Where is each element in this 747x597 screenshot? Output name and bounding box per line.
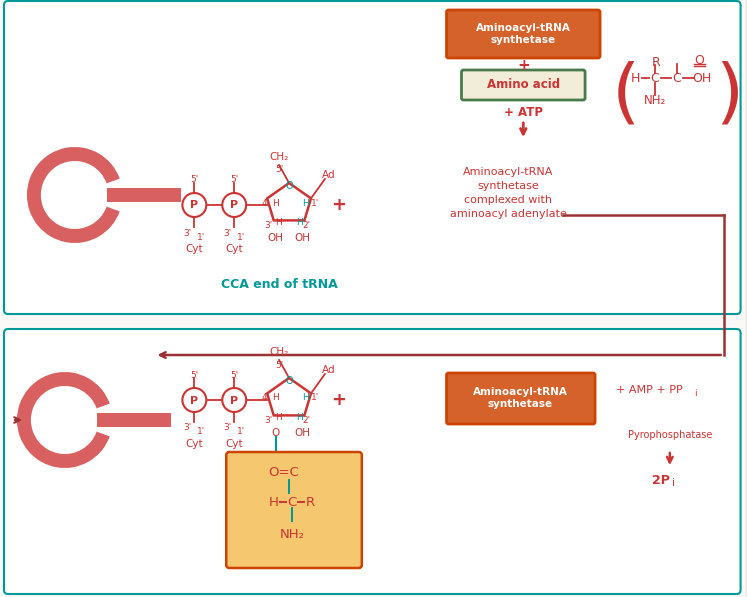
FancyBboxPatch shape (4, 329, 740, 594)
Text: 3': 3' (223, 423, 232, 432)
Text: C: C (672, 72, 681, 85)
FancyBboxPatch shape (226, 452, 362, 568)
Text: 2': 2' (303, 221, 311, 230)
Text: 4': 4' (261, 198, 269, 208)
Text: H: H (272, 393, 279, 402)
Text: OH: OH (267, 233, 284, 244)
Text: 5': 5' (230, 176, 238, 184)
Text: 5': 5' (190, 371, 199, 380)
FancyBboxPatch shape (447, 373, 595, 424)
Text: Cyt: Cyt (226, 244, 243, 254)
Text: O: O (272, 429, 280, 438)
Bar (107, 188, 182, 202)
Text: i: i (694, 389, 696, 398)
Text: 1': 1' (311, 198, 319, 208)
Text: H: H (303, 198, 309, 208)
Text: H: H (272, 198, 279, 208)
Text: 4': 4' (261, 393, 269, 402)
Text: 3': 3' (264, 416, 273, 425)
Text: O: O (285, 376, 293, 386)
Text: 3': 3' (183, 423, 191, 432)
Text: Amino acid: Amino acid (487, 78, 560, 91)
Text: + ATP: + ATP (503, 106, 543, 118)
Text: Cyt: Cyt (185, 439, 203, 449)
Text: P: P (230, 201, 238, 211)
Text: CCA end of tRNA: CCA end of tRNA (220, 278, 338, 291)
Text: Aminoacyl-tRNA
synthetase: Aminoacyl-tRNA synthetase (476, 23, 571, 45)
Text: H: H (276, 218, 282, 227)
FancyBboxPatch shape (4, 1, 740, 314)
Text: 1': 1' (237, 427, 245, 436)
Bar (96, 413, 172, 427)
Text: R: R (651, 56, 660, 69)
Text: H: H (296, 218, 303, 227)
Text: 3': 3' (183, 229, 191, 238)
Text: O: O (285, 181, 293, 191)
Circle shape (182, 388, 206, 412)
Text: 5': 5' (190, 176, 199, 184)
Text: 3': 3' (223, 229, 232, 238)
Wedge shape (27, 147, 120, 243)
Text: i: i (672, 478, 675, 488)
Text: NH₂: NH₂ (279, 528, 305, 541)
Text: Ad: Ad (322, 365, 335, 375)
Text: 5': 5' (230, 371, 238, 380)
Wedge shape (17, 372, 110, 468)
Text: H: H (303, 393, 309, 402)
Text: H: H (631, 72, 641, 85)
Text: Cyt: Cyt (185, 244, 203, 254)
Text: (: ( (612, 60, 640, 130)
Circle shape (182, 193, 206, 217)
Text: Cyt: Cyt (226, 439, 243, 449)
Text: CH₂: CH₂ (270, 152, 288, 162)
Text: 1': 1' (197, 427, 205, 436)
Text: 2P: 2P (652, 473, 670, 487)
Text: 3': 3' (264, 221, 273, 230)
Text: O=C: O=C (269, 466, 300, 479)
Text: CH₂: CH₂ (270, 347, 288, 357)
Text: 1': 1' (311, 393, 319, 402)
Circle shape (223, 388, 247, 412)
Text: 2': 2' (303, 416, 311, 425)
Text: Aminoacyl-tRNA
synthetase
complexed with
aminoacyl adenylate: Aminoacyl-tRNA synthetase complexed with… (450, 167, 567, 219)
Text: OH: OH (294, 429, 311, 438)
Text: H: H (269, 496, 279, 509)
Circle shape (223, 193, 247, 217)
Text: H: H (276, 413, 282, 422)
Text: R: R (306, 496, 314, 509)
Text: +: + (517, 59, 530, 73)
Text: P: P (190, 201, 199, 211)
Text: OH: OH (294, 233, 311, 244)
Text: + AMP + PP: + AMP + PP (616, 385, 683, 395)
Text: Aminoacyl-tRNA
synthetase: Aminoacyl-tRNA synthetase (473, 387, 568, 409)
Text: NH₂: NH₂ (644, 94, 666, 107)
Text: +: + (332, 391, 347, 409)
Text: O: O (694, 54, 704, 66)
Text: 5': 5' (275, 165, 283, 174)
Text: OH: OH (692, 72, 711, 85)
Text: 1': 1' (237, 232, 245, 242)
Text: H: H (296, 413, 303, 422)
Text: P: P (190, 395, 199, 405)
Text: ): ) (716, 60, 744, 130)
Text: 5': 5' (275, 361, 283, 370)
FancyBboxPatch shape (447, 10, 600, 58)
FancyBboxPatch shape (462, 70, 585, 100)
Text: C: C (651, 72, 660, 85)
Text: +: + (332, 196, 347, 214)
Text: 1': 1' (197, 232, 205, 242)
Text: C: C (288, 496, 297, 509)
Text: Ad: Ad (322, 170, 335, 180)
Text: Pyrophosphatase: Pyrophosphatase (627, 430, 712, 440)
Text: P: P (230, 395, 238, 405)
